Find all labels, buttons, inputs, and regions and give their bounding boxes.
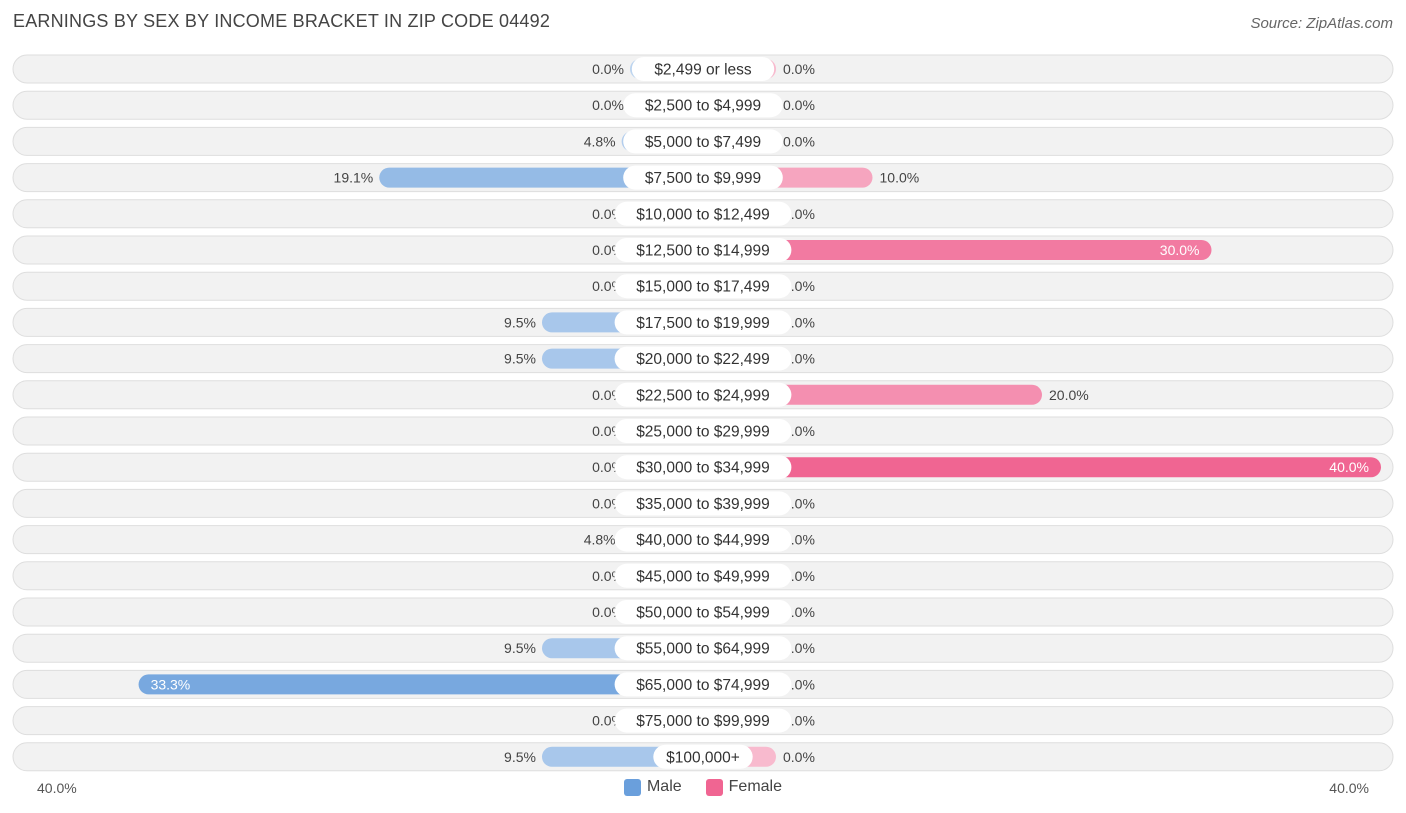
chart-title: EARNINGS BY SEX BY INCOME BRACKET IN ZIP… (13, 11, 551, 31)
category-pill (614, 491, 792, 516)
category-pill (614, 455, 792, 480)
legend-swatch-male (623, 778, 641, 796)
category-label: $10,000 to $12,499 (636, 206, 770, 223)
category-pill (623, 165, 783, 190)
female-bar (703, 240, 1212, 260)
female-value-label: 0.0% (783, 423, 815, 439)
female-value-label: 0.0% (783, 713, 815, 729)
category-pill (614, 346, 792, 371)
female-value-label: 0.0% (783, 61, 815, 77)
category-pill (614, 708, 792, 733)
legend: Male Female (0, 778, 1406, 796)
legend-item-female[interactable]: Female (705, 778, 783, 796)
female-value-label: 30.0% (1160, 242, 1200, 258)
category-label: $25,000 to $29,999 (636, 424, 770, 441)
category-label: $65,000 to $74,999 (636, 677, 770, 694)
category-label: $55,000 to $64,999 (636, 641, 770, 658)
category-label: $12,500 to $14,999 (636, 243, 770, 260)
axis-left-label: 40.0% (37, 780, 77, 796)
legend-swatch-female (705, 778, 723, 796)
female-value-label: 0.0% (783, 532, 815, 548)
category-pill (614, 672, 792, 697)
category-label: $75,000 to $99,999 (636, 713, 770, 730)
male-value-label: 9.5% (504, 749, 536, 765)
category-pill (623, 93, 783, 118)
female-value-label: 0.0% (783, 351, 815, 367)
chart-source: Source: ZipAtlas.com (1250, 15, 1393, 32)
male-bar (379, 167, 703, 188)
category-pill (614, 238, 792, 262)
male-value-label: 0.0% (592, 97, 624, 113)
category-pill (614, 563, 792, 588)
category-label: $17,500 to $19,999 (636, 315, 770, 332)
category-pill (614, 274, 792, 299)
female-value-label: 0.0% (783, 749, 815, 765)
legend-label-male: Male (646, 778, 682, 795)
female-value-label: 0.0% (783, 133, 815, 149)
category-pill (653, 744, 753, 769)
category-label: $40,000 to $44,999 (636, 532, 770, 549)
female-bar (703, 457, 1381, 478)
category-pill (614, 600, 792, 624)
category-label: $22,500 to $24,999 (636, 387, 770, 404)
category-pill (614, 527, 792, 552)
female-value-label: 0.0% (783, 97, 815, 113)
category-pill (614, 382, 792, 407)
female-value-label: 0.0% (783, 278, 815, 294)
category-pill (614, 636, 792, 661)
male-value-label: 19.1% (334, 170, 374, 186)
female-value-label: 0.0% (783, 568, 815, 584)
female-value-label: 0.0% (783, 495, 815, 511)
category-label: $100,000+ (666, 749, 740, 766)
legend-label-female: Female (728, 778, 783, 795)
female-value-label: 0.0% (783, 676, 815, 692)
male-value-label: 33.3% (151, 676, 191, 692)
male-value-label: 9.5% (504, 640, 536, 656)
male-bar (138, 674, 703, 695)
category-label: $5,000 to $7,499 (645, 134, 761, 151)
category-label: $20,000 to $22,499 (636, 351, 770, 368)
category-label: $50,000 to $54,999 (636, 605, 770, 622)
male-value-label: 4.8% (584, 133, 616, 149)
female-value-label: 40.0% (1329, 459, 1369, 475)
category-label: $45,000 to $49,999 (636, 568, 770, 585)
category-pill (623, 129, 783, 154)
male-value-label: 9.5% (504, 351, 536, 367)
category-label: $2,500 to $4,999 (645, 98, 761, 115)
female-value-label: 20.0% (1049, 387, 1089, 403)
female-value-label: 0.0% (783, 206, 815, 222)
category-pill (614, 419, 792, 443)
category-label: $2,499 or less (654, 62, 752, 79)
category-label: $30,000 to $34,999 (636, 460, 770, 477)
female-value-label: 10.0% (880, 170, 920, 186)
female-value-label: 0.0% (783, 604, 815, 620)
category-label: $15,000 to $17,499 (636, 279, 770, 296)
category-label: $35,000 to $39,999 (636, 496, 770, 513)
female-value-label: 0.0% (783, 314, 815, 330)
axis-right-label: 40.0% (1329, 780, 1369, 796)
category-label: $7,500 to $9,999 (645, 170, 761, 187)
legend-item-male[interactable]: Male (623, 778, 682, 796)
male-value-label: 0.0% (592, 61, 624, 77)
male-value-label: 4.8% (584, 532, 616, 548)
male-value-label: 9.5% (504, 314, 536, 330)
category-pill (614, 310, 792, 335)
category-pill (614, 201, 792, 226)
category-pill (631, 57, 775, 81)
female-value-label: 0.0% (783, 640, 815, 656)
